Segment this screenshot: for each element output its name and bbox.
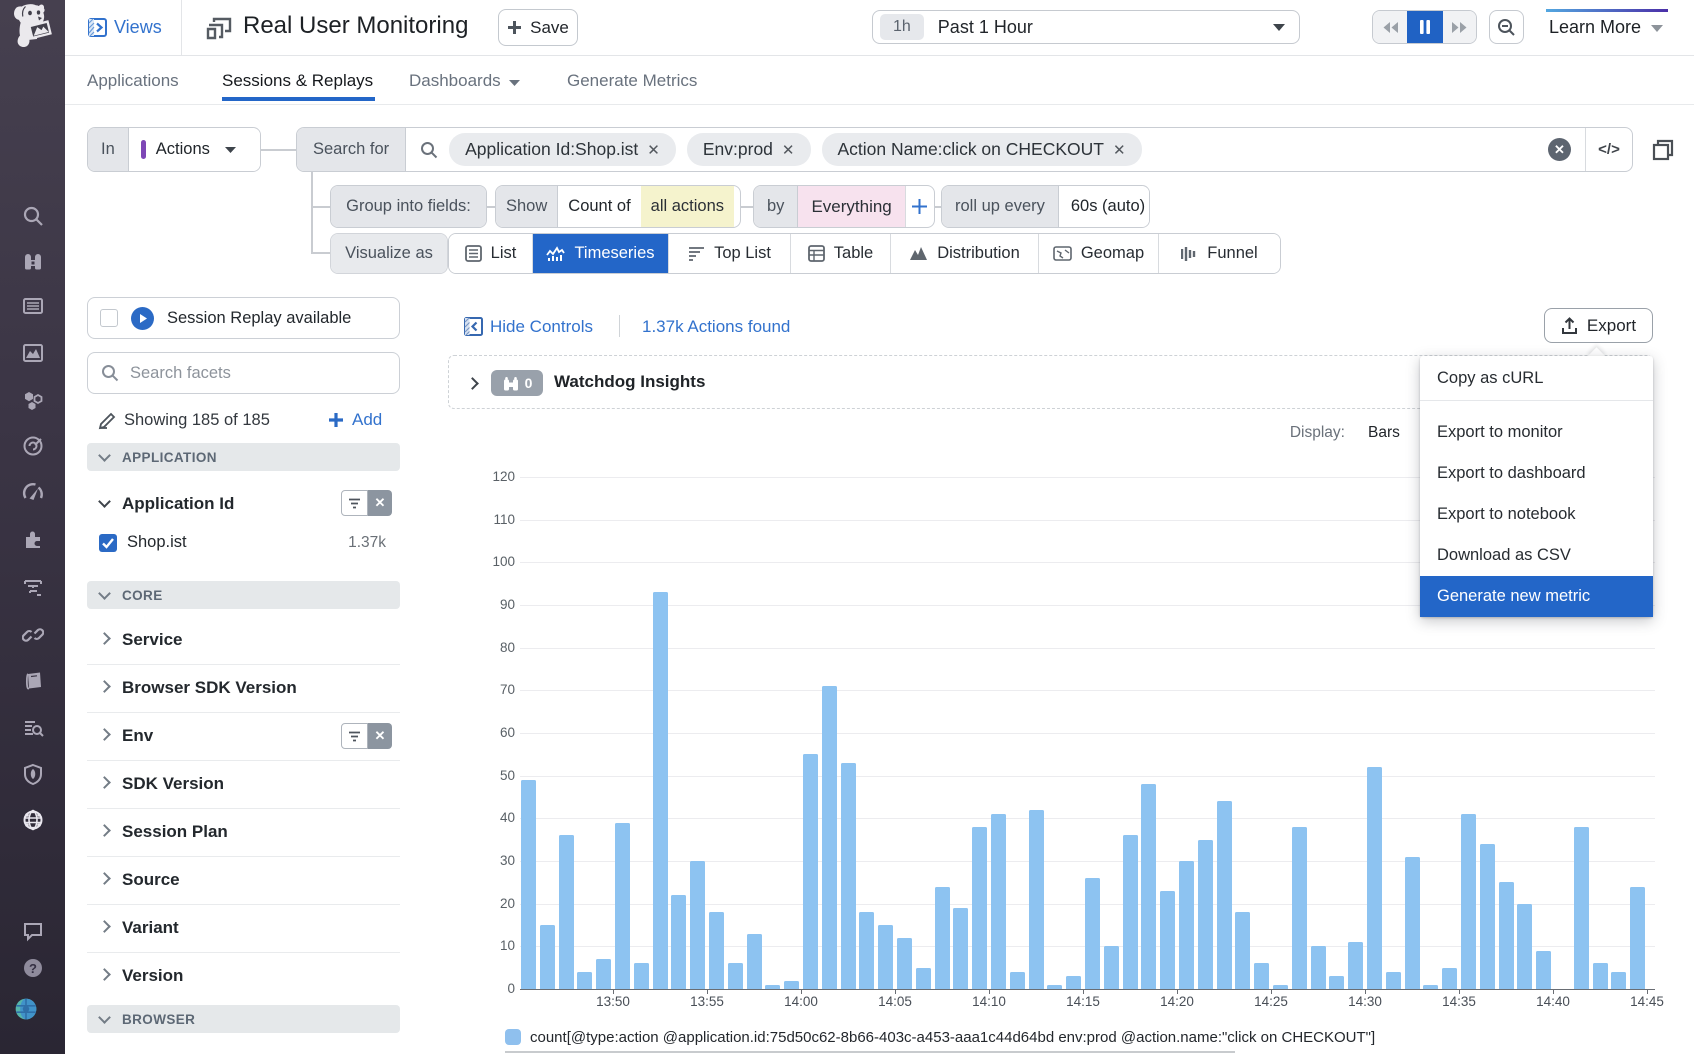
svg-text:?: ? [29,961,37,976]
